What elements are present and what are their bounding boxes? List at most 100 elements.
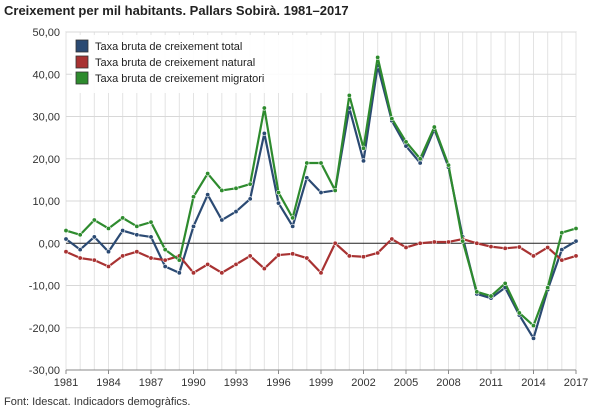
legend-label: Taxa bruta de creixement natural	[95, 57, 255, 69]
data-point	[403, 139, 409, 145]
data-point	[559, 230, 565, 236]
data-point	[77, 232, 83, 238]
data-point	[233, 209, 239, 215]
data-point	[148, 234, 154, 240]
data-point	[460, 238, 466, 244]
data-point	[148, 219, 154, 225]
data-point	[205, 261, 211, 267]
data-point	[290, 223, 296, 229]
data-point	[63, 228, 69, 234]
data-point	[191, 223, 197, 229]
legend-label: Taxa bruta de creixement total	[95, 41, 242, 53]
data-point	[290, 251, 296, 257]
y-tick-label: 40,00	[32, 69, 60, 81]
data-point	[530, 335, 536, 341]
data-point	[502, 245, 508, 251]
data-point	[290, 215, 296, 221]
data-point	[162, 263, 168, 269]
legend: Taxa bruta de creixement total Taxa bruta…	[72, 35, 334, 93]
data-point	[261, 105, 267, 111]
source-note: Font: Idescat. Indicadors demogràfics.	[4, 396, 191, 408]
x-tick-label: 2011	[479, 377, 503, 389]
data-point	[219, 270, 225, 276]
data-point	[275, 200, 281, 206]
data-point	[545, 285, 551, 291]
data-point	[176, 257, 182, 263]
data-point	[77, 255, 83, 261]
data-point	[91, 234, 97, 240]
data-point	[261, 266, 267, 272]
data-point	[134, 249, 140, 255]
data-point	[134, 232, 140, 238]
data-point	[247, 181, 253, 187]
data-point	[431, 124, 437, 130]
x-tick-label: 2005	[394, 377, 418, 389]
data-point	[191, 194, 197, 200]
data-point	[304, 255, 310, 261]
data-point	[63, 249, 69, 255]
data-point	[91, 217, 97, 223]
data-point	[346, 92, 352, 98]
data-point	[318, 270, 324, 276]
data-point	[545, 244, 551, 250]
data-point	[332, 187, 338, 193]
data-point	[318, 160, 324, 166]
data-point	[488, 293, 494, 299]
data-point	[389, 236, 395, 242]
data-point	[120, 215, 126, 221]
data-point	[431, 239, 437, 245]
data-point	[63, 236, 69, 242]
data-point	[389, 116, 395, 122]
legend-swatch	[75, 55, 89, 69]
data-point	[106, 225, 112, 231]
data-point	[530, 323, 536, 329]
x-tick-label: 1996	[266, 377, 290, 389]
x-tick-label: 1984	[96, 377, 120, 389]
data-point	[360, 158, 366, 164]
data-point	[304, 175, 310, 181]
y-tick-label: 0,00	[39, 238, 60, 250]
data-point	[275, 252, 281, 258]
x-tick-label: 1999	[309, 377, 333, 389]
data-point	[205, 192, 211, 198]
axes: 50,00 40,00 30,00 20,00 10,00 0,00 -10,00 -20,0…	[29, 27, 588, 389]
legend-swatch	[75, 39, 89, 53]
data-point	[233, 261, 239, 267]
data-point	[247, 253, 253, 259]
data-point	[403, 244, 409, 250]
data-point	[261, 130, 267, 136]
data-point	[488, 244, 494, 250]
data-point	[346, 253, 352, 259]
data-point	[148, 255, 154, 261]
data-point	[573, 253, 579, 259]
x-tick-label: 2017	[564, 377, 588, 389]
data-point	[516, 244, 522, 250]
y-tick-label: 50,00	[32, 27, 60, 39]
data-point	[445, 162, 451, 168]
data-point	[120, 253, 126, 259]
data-point	[559, 257, 565, 263]
data-point	[304, 160, 310, 166]
data-point	[91, 257, 97, 263]
data-point	[375, 250, 381, 256]
data-point	[120, 228, 126, 234]
data-point	[417, 160, 423, 166]
y-tick-label: -30,00	[29, 365, 60, 377]
series-group	[63, 54, 579, 341]
x-tick-label: 1987	[139, 377, 163, 389]
data-point	[573, 225, 579, 231]
x-tick-label: 2014	[521, 377, 545, 389]
line-chart: 50,00 40,00 30,00 20,00 10,00 0,00 -10,00 -20,0…	[29, 27, 588, 389]
data-point	[417, 156, 423, 162]
data-point	[516, 310, 522, 316]
data-point	[77, 247, 83, 253]
data-point	[247, 196, 253, 202]
data-point	[275, 190, 281, 196]
y-tick-label: 30,00	[32, 112, 60, 124]
legend-swatch	[75, 71, 89, 85]
data-point	[318, 190, 324, 196]
data-point	[360, 254, 366, 260]
data-point	[375, 54, 381, 60]
data-point	[134, 223, 140, 229]
x-tick-label: 1990	[181, 377, 205, 389]
